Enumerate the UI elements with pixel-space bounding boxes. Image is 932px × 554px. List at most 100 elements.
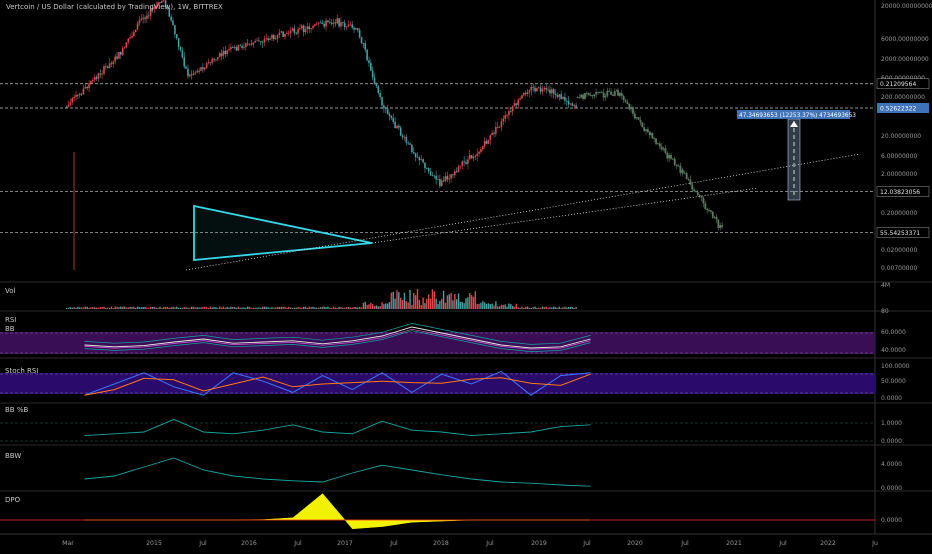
- candle-body: [336, 18, 339, 24]
- candle-body: [481, 146, 484, 150]
- volume-bar: [107, 307, 109, 309]
- volume-bar: [422, 297, 424, 309]
- candle-body: [302, 25, 305, 33]
- candle-body: [373, 77, 376, 84]
- candle-body: [287, 32, 290, 34]
- volume-bar: [222, 306, 225, 309]
- volume-bar: [345, 307, 348, 309]
- candle-body: [78, 93, 81, 96]
- candle-body: [431, 175, 434, 177]
- volume-bar: [161, 307, 163, 309]
- volume-bar: [133, 306, 135, 309]
- candle-body: [495, 126, 497, 134]
- volume-bar: [170, 307, 172, 309]
- volume-bar: [528, 307, 531, 309]
- candle-body: [381, 97, 383, 106]
- candle-body: [558, 94, 561, 97]
- projection-body: [604, 95, 607, 98]
- candle-body: [565, 100, 568, 102]
- candle-body: [99, 73, 102, 75]
- candle-body: [334, 22, 337, 24]
- volume-bar: [547, 307, 549, 309]
- candle-body: [532, 86, 534, 88]
- candle-body: [157, 2, 159, 6]
- projection-body: [695, 191, 697, 193]
- projection-body: [708, 210, 710, 212]
- time-tick-label: 2021: [726, 540, 742, 547]
- candle-body: [159, 2, 161, 4]
- candle-body: [69, 102, 72, 105]
- volume-bar: [386, 303, 389, 309]
- volume-bar: [485, 303, 488, 309]
- projection-body: [702, 197, 705, 204]
- candle-body: [146, 15, 148, 19]
- volume-bar: [207, 307, 210, 309]
- trendline-lower: [371, 187, 759, 244]
- candle-body: [315, 23, 318, 25]
- candle-body: [332, 22, 335, 24]
- volume-bar: [539, 307, 542, 309]
- price-tick-label: 6000.00000000: [881, 36, 929, 43]
- candle-body: [467, 159, 469, 164]
- candle-body: [394, 121, 396, 129]
- candle-body: [142, 17, 144, 19]
- projection-body: [682, 170, 684, 173]
- volume-bar: [502, 304, 505, 309]
- volume-bar: [454, 293, 456, 309]
- volume-bar: [144, 306, 146, 309]
- candle-body: [472, 156, 475, 159]
- stoch-tick-label: 0.0000: [881, 395, 902, 402]
- candle-body: [452, 174, 454, 176]
- projection-body: [668, 155, 671, 159]
- volume-bars: [65, 289, 577, 309]
- candle-body: [405, 136, 408, 143]
- volume-bar: [424, 303, 426, 309]
- candle-body: [564, 97, 566, 101]
- projection-body: [626, 101, 629, 104]
- candle-body: [174, 25, 176, 35]
- volume-bar: [465, 298, 467, 309]
- volume-bar: [418, 299, 421, 309]
- volume-bar: [489, 304, 491, 309]
- candle-body: [276, 34, 279, 39]
- volume-bar: [321, 306, 324, 309]
- candle-body: [306, 26, 309, 30]
- candle-body: [233, 47, 236, 48]
- volume-bar: [558, 306, 561, 309]
- candle-body: [224, 50, 227, 55]
- candle-body: [470, 155, 473, 159]
- projection-body: [576, 97, 579, 98]
- candle-body: [547, 89, 549, 91]
- volume-bar: [437, 303, 439, 309]
- time-tick-label: Jul: [485, 540, 494, 547]
- candle-body: [203, 67, 206, 70]
- projection-body: [660, 146, 663, 150]
- candle-body: [433, 175, 436, 177]
- level-label-box-0: [876, 227, 930, 238]
- volume-bar: [375, 305, 378, 309]
- volume-bar: [112, 307, 115, 309]
- candle-body: [454, 171, 456, 176]
- volume-bar: [390, 292, 393, 309]
- volume-bar: [469, 292, 471, 309]
- candle-body: [519, 98, 521, 100]
- candle-body: [502, 118, 505, 122]
- projection-body: [589, 95, 592, 96]
- volume-bar: [88, 307, 90, 309]
- candle-body: [388, 114, 391, 116]
- candle-body: [407, 142, 409, 144]
- candle-body: [274, 38, 277, 40]
- candle-body: [226, 50, 228, 55]
- volume-bar: [261, 306, 264, 309]
- candle-body: [448, 178, 451, 180]
- volume-bar: [90, 307, 92, 309]
- candle-body: [211, 58, 214, 63]
- volume-bar: [136, 306, 139, 309]
- candle-body: [254, 40, 256, 43]
- projection-body: [651, 133, 654, 139]
- candle-body: [228, 49, 230, 51]
- volume-bar: [545, 306, 547, 309]
- volume-bar: [340, 307, 342, 309]
- level-label-3: 0.21209564: [880, 81, 916, 88]
